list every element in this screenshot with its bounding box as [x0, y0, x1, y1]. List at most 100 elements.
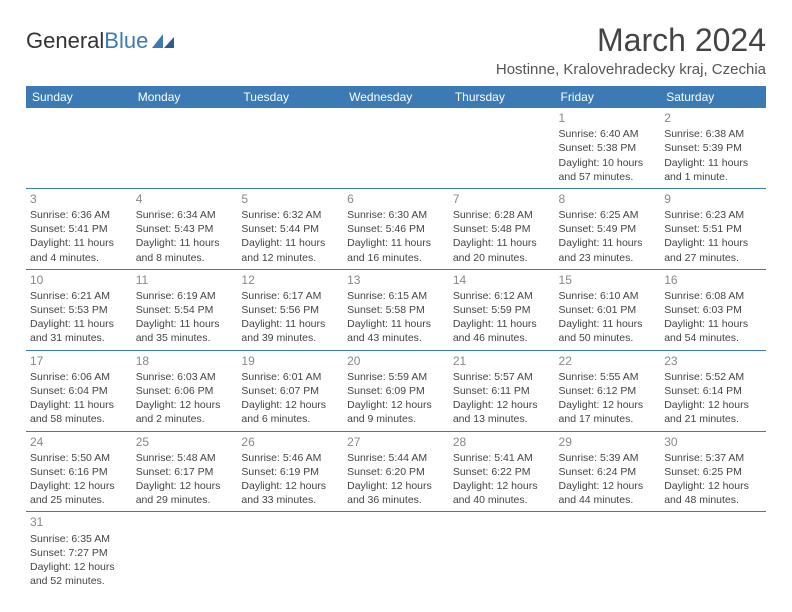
calendar-cell: 9 Sunrise: 6:23 AM Sunset: 5:51 PM Dayli…: [660, 188, 766, 269]
sunset-text: Sunset: 5:51 PM: [664, 222, 762, 236]
sunset-text: Sunset: 5:53 PM: [30, 303, 128, 317]
daylight-text: Daylight: 11 hours and 16 minutes.: [347, 236, 445, 264]
sunset-text: Sunset: 5:41 PM: [30, 222, 128, 236]
sunset-text: Sunset: 5:44 PM: [241, 222, 339, 236]
calendar-table: Sunday Monday Tuesday Wednesday Thursday…: [26, 86, 766, 592]
sunset-text: Sunset: 6:25 PM: [664, 465, 762, 479]
calendar-cell-empty: [132, 108, 238, 188]
day-number: 18: [136, 353, 234, 369]
logo-text-1: General: [26, 28, 104, 53]
sunset-text: Sunset: 7:27 PM: [30, 546, 128, 560]
weekday-header: Friday: [555, 86, 661, 108]
logo: GeneralBlue: [26, 28, 176, 54]
weekday-header-row: Sunday Monday Tuesday Wednesday Thursday…: [26, 86, 766, 108]
calendar-cell: 10 Sunrise: 6:21 AM Sunset: 5:53 PM Dayl…: [26, 269, 132, 350]
sunset-text: Sunset: 6:03 PM: [664, 303, 762, 317]
calendar-row: 1 Sunrise: 6:40 AM Sunset: 5:38 PM Dayli…: [26, 108, 766, 188]
daylight-text: Daylight: 12 hours and 29 minutes.: [136, 479, 234, 507]
sunrise-text: Sunrise: 6:32 AM: [241, 208, 339, 222]
sunrise-text: Sunrise: 6:36 AM: [30, 208, 128, 222]
day-number: 29: [559, 434, 657, 450]
daylight-text: Daylight: 12 hours and 33 minutes.: [241, 479, 339, 507]
sunrise-text: Sunrise: 6:40 AM: [559, 127, 657, 141]
sunrise-text: Sunrise: 6:03 AM: [136, 370, 234, 384]
calendar-cell-empty: [237, 512, 343, 592]
daylight-text: Daylight: 12 hours and 25 minutes.: [30, 479, 128, 507]
sunset-text: Sunset: 6:24 PM: [559, 465, 657, 479]
calendar-cell: 18 Sunrise: 6:03 AM Sunset: 6:06 PM Dayl…: [132, 350, 238, 431]
calendar-cell-empty: [26, 108, 132, 188]
sunset-text: Sunset: 5:49 PM: [559, 222, 657, 236]
calendar-cell: 7 Sunrise: 6:28 AM Sunset: 5:48 PM Dayli…: [449, 188, 555, 269]
sunset-text: Sunset: 6:14 PM: [664, 384, 762, 398]
sunrise-text: Sunrise: 6:08 AM: [664, 289, 762, 303]
sunrise-text: Sunrise: 6:21 AM: [30, 289, 128, 303]
sunrise-text: Sunrise: 6:17 AM: [241, 289, 339, 303]
calendar-cell: 12 Sunrise: 6:17 AM Sunset: 5:56 PM Dayl…: [237, 269, 343, 350]
sunrise-text: Sunrise: 5:48 AM: [136, 451, 234, 465]
title-block: March 2024 Hostinne, Kralovehradecky kra…: [496, 22, 766, 78]
daylight-text: Daylight: 12 hours and 48 minutes.: [664, 479, 762, 507]
logo-text: GeneralBlue: [26, 28, 148, 54]
day-number: 28: [453, 434, 551, 450]
sunset-text: Sunset: 6:17 PM: [136, 465, 234, 479]
calendar-cell: 15 Sunrise: 6:10 AM Sunset: 6:01 PM Dayl…: [555, 269, 661, 350]
day-number: 14: [453, 272, 551, 288]
sunrise-text: Sunrise: 5:39 AM: [559, 451, 657, 465]
sunrise-text: Sunrise: 6:38 AM: [664, 127, 762, 141]
sunset-text: Sunset: 5:39 PM: [664, 141, 762, 155]
day-number: 24: [30, 434, 128, 450]
day-number: 17: [30, 353, 128, 369]
sunset-text: Sunset: 6:22 PM: [453, 465, 551, 479]
day-number: 20: [347, 353, 445, 369]
day-number: 26: [241, 434, 339, 450]
daylight-text: Daylight: 11 hours and 31 minutes.: [30, 317, 128, 345]
weekday-header: Sunday: [26, 86, 132, 108]
daylight-text: Daylight: 12 hours and 21 minutes.: [664, 398, 762, 426]
sunrise-text: Sunrise: 5:46 AM: [241, 451, 339, 465]
daylight-text: Daylight: 11 hours and 35 minutes.: [136, 317, 234, 345]
calendar-cell: 25 Sunrise: 5:48 AM Sunset: 6:17 PM Dayl…: [132, 431, 238, 512]
day-number: 6: [347, 191, 445, 207]
daylight-text: Daylight: 11 hours and 50 minutes.: [559, 317, 657, 345]
daylight-text: Daylight: 11 hours and 12 minutes.: [241, 236, 339, 264]
sunset-text: Sunset: 5:58 PM: [347, 303, 445, 317]
sunset-text: Sunset: 6:19 PM: [241, 465, 339, 479]
sunrise-text: Sunrise: 6:28 AM: [453, 208, 551, 222]
calendar-cell: 28 Sunrise: 5:41 AM Sunset: 6:22 PM Dayl…: [449, 431, 555, 512]
daylight-text: Daylight: 11 hours and 27 minutes.: [664, 236, 762, 264]
sunset-text: Sunset: 5:38 PM: [559, 141, 657, 155]
location: Hostinne, Kralovehradecky kraj, Czechia: [496, 61, 766, 78]
day-number: 30: [664, 434, 762, 450]
calendar-row: 31 Sunrise: 6:35 AM Sunset: 7:27 PM Dayl…: [26, 512, 766, 592]
calendar-row: 10 Sunrise: 6:21 AM Sunset: 5:53 PM Dayl…: [26, 269, 766, 350]
sunset-text: Sunset: 6:11 PM: [453, 384, 551, 398]
calendar-cell: 6 Sunrise: 6:30 AM Sunset: 5:46 PM Dayli…: [343, 188, 449, 269]
header: GeneralBlue March 2024 Hostinne, Kralove…: [26, 22, 766, 78]
day-number: 23: [664, 353, 762, 369]
calendar-row: 3 Sunrise: 6:36 AM Sunset: 5:41 PM Dayli…: [26, 188, 766, 269]
sunrise-text: Sunrise: 5:52 AM: [664, 370, 762, 384]
day-number: 21: [453, 353, 551, 369]
sunrise-text: Sunrise: 6:01 AM: [241, 370, 339, 384]
day-number: 3: [30, 191, 128, 207]
sunrise-text: Sunrise: 6:30 AM: [347, 208, 445, 222]
daylight-text: Daylight: 12 hours and 52 minutes.: [30, 560, 128, 588]
daylight-text: Daylight: 11 hours and 46 minutes.: [453, 317, 551, 345]
day-number: 13: [347, 272, 445, 288]
calendar-row: 24 Sunrise: 5:50 AM Sunset: 6:16 PM Dayl…: [26, 431, 766, 512]
sunset-text: Sunset: 6:16 PM: [30, 465, 128, 479]
calendar-cell-empty: [449, 108, 555, 188]
day-number: 27: [347, 434, 445, 450]
day-number: 9: [664, 191, 762, 207]
calendar-cell: 19 Sunrise: 6:01 AM Sunset: 6:07 PM Dayl…: [237, 350, 343, 431]
sunrise-text: Sunrise: 5:55 AM: [559, 370, 657, 384]
day-number: 1: [559, 110, 657, 126]
calendar-cell: 16 Sunrise: 6:08 AM Sunset: 6:03 PM Dayl…: [660, 269, 766, 350]
calendar-cell: 23 Sunrise: 5:52 AM Sunset: 6:14 PM Dayl…: [660, 350, 766, 431]
sunrise-text: Sunrise: 6:35 AM: [30, 532, 128, 546]
calendar-cell: 11 Sunrise: 6:19 AM Sunset: 5:54 PM Dayl…: [132, 269, 238, 350]
calendar-cell: 14 Sunrise: 6:12 AM Sunset: 5:59 PM Dayl…: [449, 269, 555, 350]
calendar-cell-empty: [343, 108, 449, 188]
sunset-text: Sunset: 6:06 PM: [136, 384, 234, 398]
